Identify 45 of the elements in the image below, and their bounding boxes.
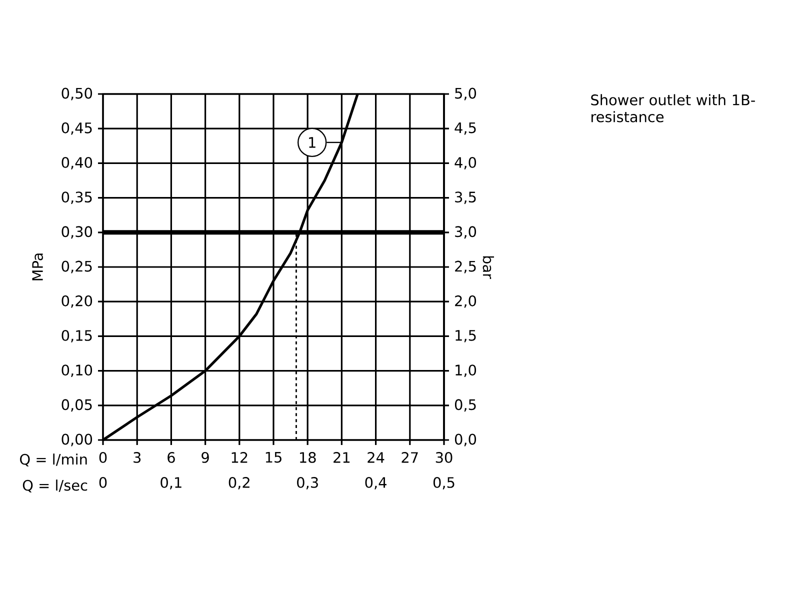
x-tick-label: 12	[232, 452, 248, 463]
x-tick-label: 24	[368, 452, 384, 463]
x-axis-title: Q = l/min	[20, 454, 87, 466]
x-tick-label: 15	[266, 452, 282, 463]
x2-tick-label: 0,5	[433, 477, 454, 490]
y2-tick-label: 1,5	[456, 330, 476, 342]
x-tick-label: 27	[402, 452, 418, 463]
x-tick-label: 6	[168, 452, 175, 463]
y2-tick-label: 4,5	[454, 122, 476, 135]
y-tick-label: 0,35	[62, 192, 92, 204]
y-tick-label: 0,30	[62, 226, 92, 239]
x-tick-label: 0	[99, 452, 107, 463]
x-tick-label: 30	[436, 452, 452, 463]
x2-tick-label: 0	[99, 477, 107, 488]
x2-tick-label: 0,2	[228, 477, 250, 490]
y2-tick-label: 0,5	[454, 399, 476, 412]
y-tick-label: 0,00	[62, 434, 92, 446]
x-tick-label: 3	[134, 452, 141, 463]
y2-tick-label: 0,0	[454, 434, 476, 446]
y2-tick-label: 5,0	[455, 88, 476, 100]
y-tick-label: 0,50	[62, 88, 92, 100]
y2-tick-label: 1,0	[456, 364, 476, 377]
y-axis-title: MPa	[32, 254, 43, 280]
x-tick-label: 9	[202, 452, 209, 463]
y2-tick-label: 4,0	[454, 156, 476, 170]
y2-tick-label: 3,0	[455, 226, 476, 239]
y-tick-label: 0,40	[62, 156, 92, 170]
y2-axis-title: bar	[482, 256, 494, 279]
y-tick-label: 0,45	[62, 122, 92, 135]
x2-axis-title: Q = l/sec	[22, 480, 88, 492]
x-tick-label: 18	[300, 452, 316, 463]
x2-tick-label: 0,4	[365, 477, 386, 490]
y-tick-label: 0,25	[62, 260, 92, 274]
text: Shower outlet with 1B-resistance	[591, 94, 755, 122]
y2-tick-label: 2,0	[455, 295, 476, 308]
y-tick-label: 0,05	[62, 399, 92, 412]
y2-tick-label: 2,5	[455, 260, 476, 274]
y2-tick-label: 3,5	[455, 192, 476, 204]
annotation: 1	[309, 137, 316, 148]
x-tick-label: 21	[334, 452, 350, 463]
y-tick-label: 0,20	[62, 295, 92, 308]
y-tick-label: 0,10	[62, 364, 92, 377]
x2-tick-label: 0,1	[160, 477, 182, 490]
y-tick-label: 0,15	[62, 330, 92, 342]
x2-tick-label: 0,3	[297, 477, 318, 490]
